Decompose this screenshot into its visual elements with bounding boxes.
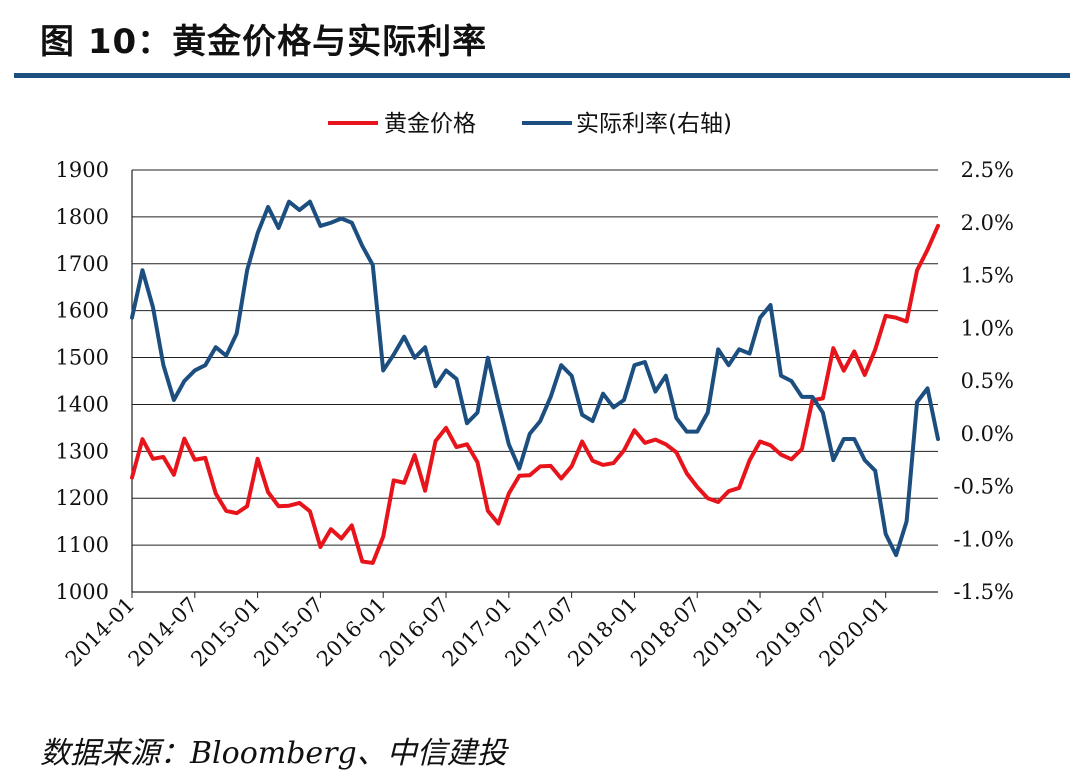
gold-price-line: [130, 223, 940, 565]
right-y-tick-label: -1.0%: [954, 527, 1014, 551]
axes: [131, 170, 938, 593]
right-y-tick-label: 1.5%: [961, 264, 1014, 288]
legend-label: 黄金价格: [384, 111, 476, 137]
right-y-tick-label: 1.0%: [961, 316, 1014, 340]
x-tick-labels: 2014-012014-072015-012015-072016-012016-…: [61, 592, 893, 671]
left-y-tick-label: 1800: [56, 205, 109, 229]
right-y-tick-label: 2.0%: [961, 211, 1014, 235]
grid-lines: [132, 169, 938, 546]
left-y-tick-label: 1000: [56, 580, 109, 604]
left-y-tick-label: 1600: [56, 299, 109, 323]
right-y-tick-label: 0.5%: [961, 369, 1014, 393]
source-note: 数据来源：Bloomberg、中信建投: [40, 736, 507, 771]
left-y-tick-labels: 1900 1800 1700 1600 1500 1400 1300 1200 1100 1000: [56, 158, 109, 604]
x-tick-label: 2020-01: [815, 593, 894, 672]
left-y-tick-label: 1200: [56, 486, 109, 510]
left-y-tick-label: 1400: [56, 392, 109, 416]
right-y-tick-label: 0.0%: [961, 422, 1014, 446]
right-y-tick-label: -1.5%: [954, 580, 1014, 604]
legend-label: 实际利率(右轴): [576, 111, 732, 137]
page-title: 图 10：黄金价格与实际利率: [40, 22, 488, 62]
left-y-tick-label: 1500: [56, 346, 109, 370]
legend: 黄金价格 实际利率(右轴): [328, 111, 732, 137]
series-lines: [130, 199, 940, 565]
left-y-tick-label: 1300: [56, 439, 109, 463]
left-y-tick-label: 1100: [56, 533, 109, 557]
left-y-tick-label: 1900: [56, 158, 109, 182]
title-rule: [14, 73, 1070, 78]
left-y-tick-label: 1700: [56, 252, 109, 276]
right-y-tick-label: 2.5%: [961, 158, 1014, 182]
right-y-tick-label: -0.5%: [954, 475, 1014, 499]
right-y-tick-labels: 2.5% 2.0% 1.5% 1.0% 0.5% 0.0% -0.5% -1.0% -1.5%: [954, 158, 1014, 604]
real-rate-line: [130, 199, 940, 558]
